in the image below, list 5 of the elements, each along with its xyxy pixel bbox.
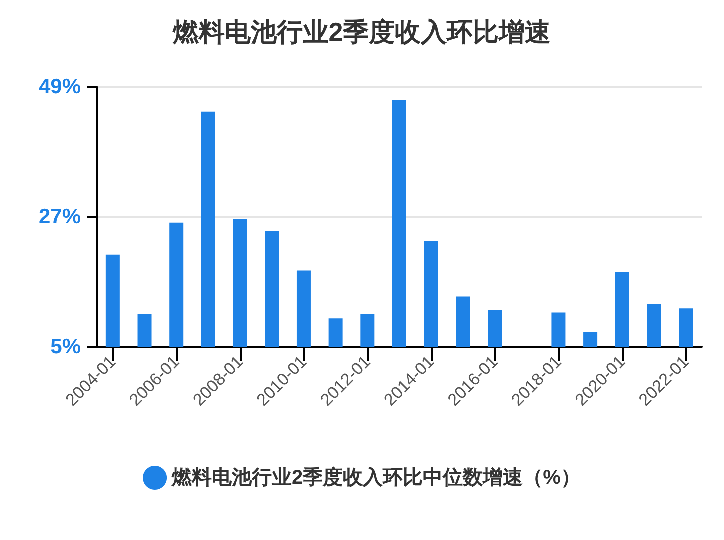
chart-title: 燃料电池行业2季度收入环比增速 bbox=[172, 17, 552, 47]
legend-label: 燃料电池行业2季度收入环比中位数增速（%） bbox=[171, 466, 581, 489]
y-tick-label: 49% bbox=[38, 76, 82, 98]
y-tick-label: 5% bbox=[50, 336, 82, 358]
y-tick-label: 27% bbox=[38, 206, 82, 228]
